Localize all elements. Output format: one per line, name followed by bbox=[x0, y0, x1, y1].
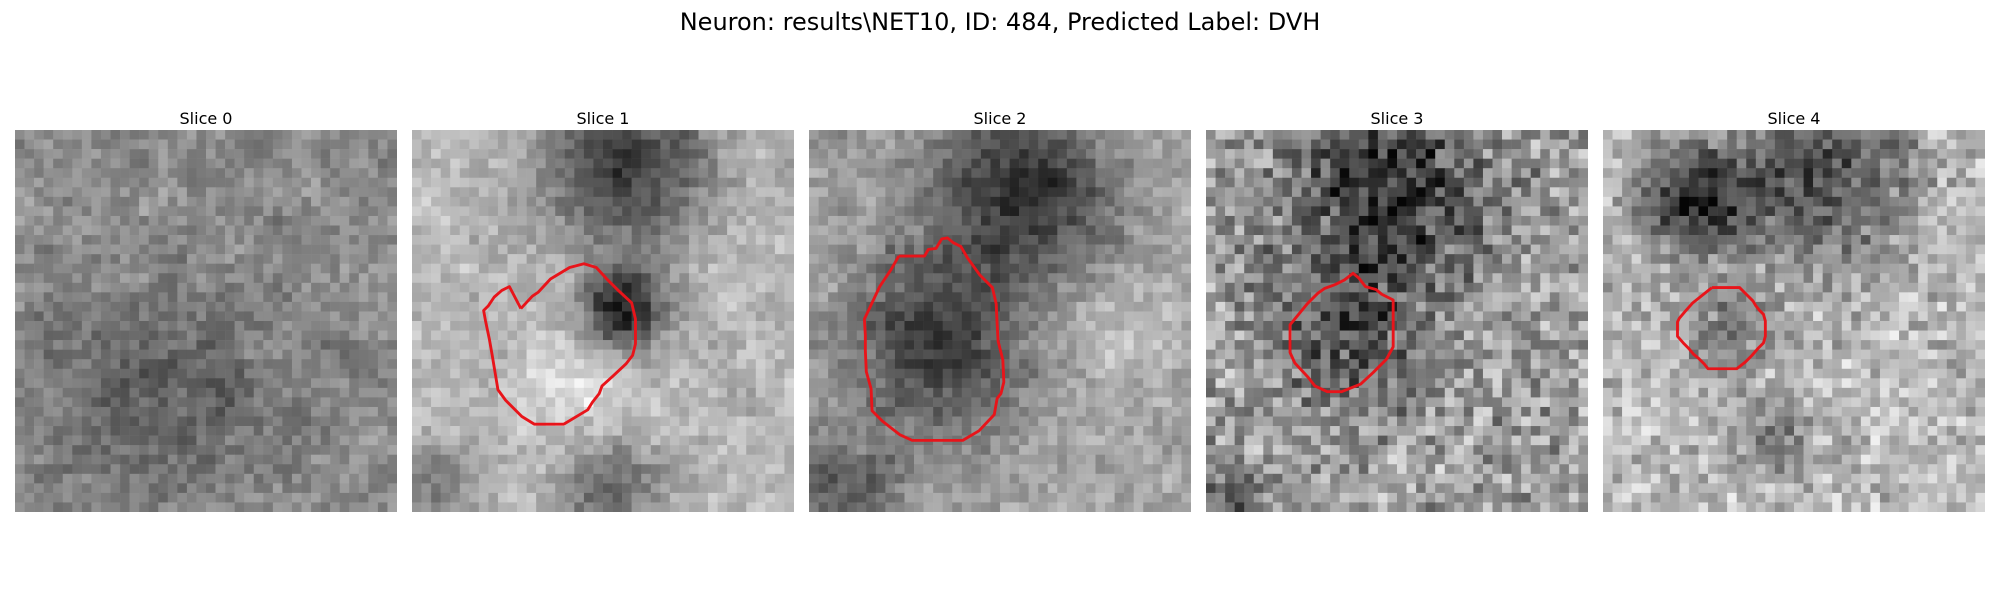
slice-title-2: Slice 2 bbox=[973, 109, 1027, 128]
slice-panel-0: Slice 0 bbox=[15, 108, 397, 512]
slice-image-4 bbox=[1603, 130, 1985, 512]
slice-title-3: Slice 3 bbox=[1370, 109, 1424, 128]
roi-contour-4 bbox=[1676, 286, 1767, 371]
figure-title: Neuron: results\NET10, ID: 484, Predicte… bbox=[679, 8, 1321, 36]
slice-panel-3: Slice 3 bbox=[1206, 108, 1588, 512]
roi-contour-2 bbox=[862, 236, 1006, 442]
slice-image-2 bbox=[809, 130, 1191, 512]
slice-panel-1: Slice 1 bbox=[412, 108, 794, 512]
slice-panel-4: Slice 4 bbox=[1603, 108, 1985, 512]
slice-panel-2: Slice 2 bbox=[809, 108, 1191, 512]
slice-title-0: Slice 0 bbox=[179, 109, 233, 128]
slice-image-3 bbox=[1206, 130, 1588, 512]
roi-contour-1 bbox=[482, 262, 637, 426]
slice-image-0 bbox=[15, 130, 397, 512]
slice-title-4: Slice 4 bbox=[1767, 109, 1821, 128]
slice-title-1: Slice 1 bbox=[576, 109, 630, 128]
roi-contour-3 bbox=[1288, 271, 1395, 394]
slice-image-1 bbox=[412, 130, 794, 512]
